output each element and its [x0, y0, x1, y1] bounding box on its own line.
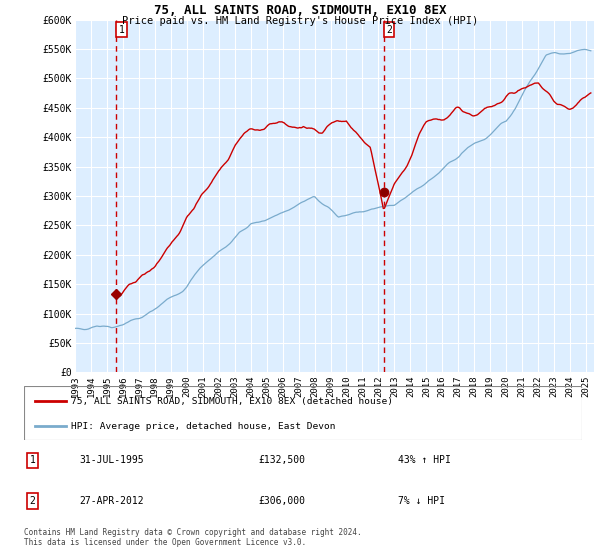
Text: 27-APR-2012: 27-APR-2012	[80, 496, 145, 506]
Text: 7% ↓ HPI: 7% ↓ HPI	[398, 496, 445, 506]
Text: 1: 1	[29, 455, 35, 465]
Text: £132,500: £132,500	[259, 455, 305, 465]
Text: 75, ALL SAINTS ROAD, SIDMOUTH, EX10 8EX (detached house): 75, ALL SAINTS ROAD, SIDMOUTH, EX10 8EX …	[71, 397, 394, 406]
Text: HPI: Average price, detached house, East Devon: HPI: Average price, detached house, East…	[71, 422, 336, 431]
Text: 2: 2	[29, 496, 35, 506]
Text: Contains HM Land Registry data © Crown copyright and database right 2024.
This d: Contains HM Land Registry data © Crown c…	[24, 528, 362, 547]
Text: 75, ALL SAINTS ROAD, SIDMOUTH, EX10 8EX: 75, ALL SAINTS ROAD, SIDMOUTH, EX10 8EX	[154, 4, 446, 17]
Text: 1: 1	[119, 25, 124, 35]
Text: 43% ↑ HPI: 43% ↑ HPI	[398, 455, 451, 465]
Text: Price paid vs. HM Land Registry's House Price Index (HPI): Price paid vs. HM Land Registry's House …	[122, 16, 478, 26]
Text: 2: 2	[386, 25, 392, 35]
Text: £306,000: £306,000	[259, 496, 305, 506]
Text: 31-JUL-1995: 31-JUL-1995	[80, 455, 145, 465]
